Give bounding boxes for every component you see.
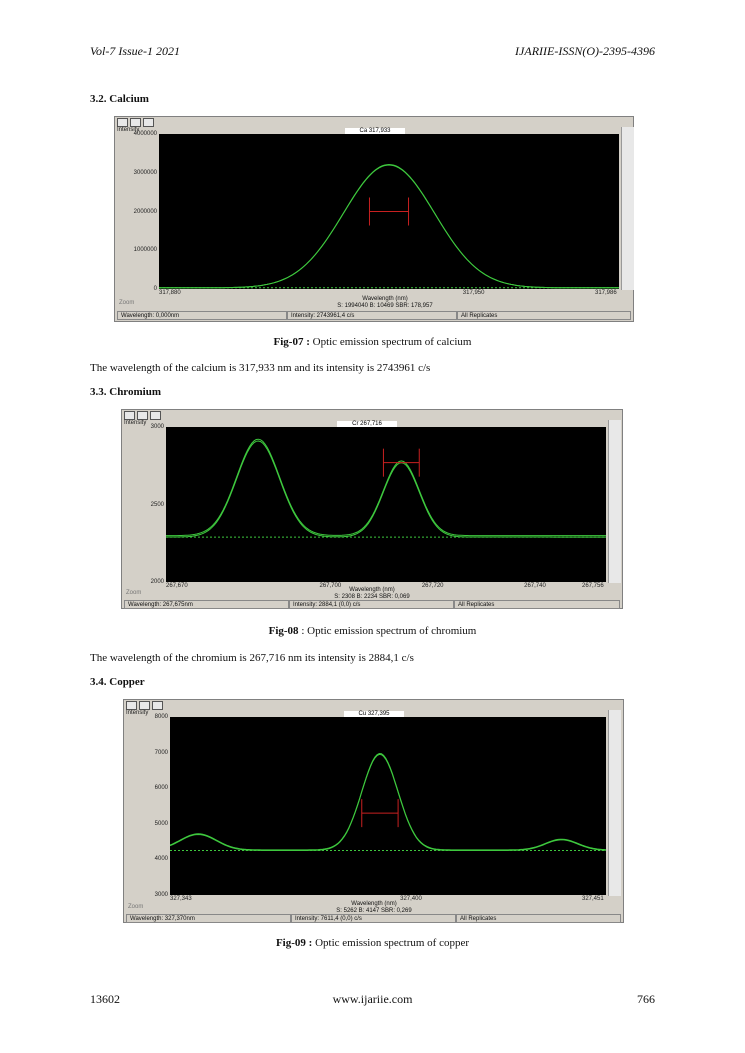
- figure-window-calcium: Intensity Ca 317,933 4000000 3000000 20000…: [114, 116, 634, 322]
- y-tick-label: 3000000: [133, 169, 157, 176]
- footer-website[interactable]: www.ijariie.com: [332, 992, 413, 1006]
- vertical-scrollbar[interactable]: [621, 127, 634, 290]
- x-tick-label: 267,720: [421, 583, 444, 589]
- y-tick-label: 6000: [154, 785, 168, 792]
- journal-volume: Vol-7 Issue-1 2021: [90, 44, 180, 58]
- x-tick-label: 267,670: [166, 583, 188, 589]
- x-tick-label: 317,986: [595, 290, 617, 296]
- x-tick-label: 317,880: [159, 290, 181, 296]
- y-tick-label: 8000: [154, 714, 168, 720]
- status-intensity: Intensity: 2884,1 (0,0) c/s: [289, 600, 454, 609]
- x-axis-label: Wavelength (nm): [362, 296, 408, 302]
- zoom-label[interactable]: Zoom: [126, 590, 142, 596]
- footer-page-number: 766: [637, 992, 655, 1006]
- spectrum-line-replicate-1: [170, 753, 606, 851]
- status-wavelength: Wavelength: 267,675nm: [124, 600, 289, 609]
- vertical-scrollbar[interactable]: [608, 710, 621, 896]
- toolbar-icon[interactable]: [143, 118, 154, 127]
- status-wavelength: Wavelength: 327,370nm: [126, 914, 291, 923]
- x-axis-label: Wavelength (nm): [351, 901, 397, 907]
- spectrum-line-replicate-1: [166, 440, 606, 538]
- plot-area-copper[interactable]: [170, 717, 606, 895]
- toolbar-icon[interactable]: [139, 701, 150, 710]
- chart-title: Cu 327,395: [344, 711, 404, 717]
- toolbar: [126, 701, 163, 710]
- spectrum-line-replicate-2: [159, 163, 619, 289]
- y-tick-label: 2500: [150, 501, 164, 508]
- status-wavelength: Wavelength: 0,000nm: [117, 311, 287, 320]
- toolbar-icon[interactable]: [117, 118, 128, 127]
- spectrum-svg-copper: [170, 752, 606, 851]
- status-bar: Wavelength: 267,675nm Intensity: 2884,1 …: [124, 600, 620, 609]
- x-tick-label: 267,756: [582, 583, 604, 589]
- toolbar: [117, 118, 154, 127]
- signal-info: S: 2308 B: 2234 SBR: 0,069: [334, 594, 410, 600]
- toolbar-icon[interactable]: [150, 411, 161, 420]
- figure-caption-08: Fig-08 : Optic emission spectrum of chro…: [268, 625, 477, 637]
- signal-info: S: 1994040 B: 10469 SBR: 178,957: [337, 303, 433, 309]
- y-tick-label: 0: [153, 286, 157, 292]
- paragraph-calcium: The wavelength of the calcium is 317,933…: [90, 362, 431, 374]
- status-replicates: All Replicates: [456, 914, 621, 923]
- y-tick-label: 3000: [150, 424, 164, 430]
- y-axis-label: Intensity: [126, 710, 149, 716]
- y-tick-label: 2000: [150, 579, 164, 585]
- zoom-label[interactable]: Zoom: [128, 904, 144, 910]
- y-tick-label: 4000000: [133, 131, 157, 137]
- figure-caption-07: Fig-07 : Optic emission spectrum of calc…: [273, 336, 472, 348]
- chart-title: Ca 317,933: [345, 128, 405, 134]
- journal-issn: IJARIIE-ISSN(O)-2395-4396: [515, 44, 655, 58]
- x-tick-label: 267,700: [319, 583, 342, 589]
- y-tick-label: 1000000: [133, 247, 157, 254]
- y-tick-label: 7000: [154, 749, 168, 756]
- spectrum-line-replicate-1: [159, 164, 619, 289]
- y-tick-label: 2000000: [133, 208, 157, 215]
- section-heading-chromium: 3.3. Chromium: [90, 386, 161, 398]
- toolbar-icon[interactable]: [124, 411, 135, 420]
- spectrum-line-replicate-2: [170, 752, 606, 851]
- toolbar-icon[interactable]: [130, 118, 141, 127]
- toolbar-icon[interactable]: [126, 701, 137, 710]
- vertical-scrollbar[interactable]: [608, 420, 621, 583]
- figure-caption-09: Fig-09 : Optic emission spectrum of copp…: [275, 937, 470, 949]
- y-axis-label: Intensity: [124, 420, 147, 426]
- status-bar: Wavelength: 0,000nm Intensity: 2743961,4…: [117, 311, 631, 320]
- plot-area-calcium[interactable]: [159, 134, 619, 289]
- y-tick-label: 4000: [154, 856, 168, 863]
- signal-info: S: 5262 B: 4147 SBR: 0,269: [336, 908, 412, 914]
- toolbar-icon[interactable]: [152, 701, 163, 710]
- spectrum-line-replicate-2: [166, 438, 606, 537]
- zoom-label[interactable]: Zoom: [119, 300, 135, 306]
- x-axis-label: Wavelength (nm): [349, 587, 395, 593]
- y-tick-label: 3000: [154, 892, 168, 898]
- x-tick-label: 327,451: [582, 896, 604, 902]
- section-heading-copper: 3.4. Copper: [90, 676, 145, 688]
- status-intensity: Intensity: 2743961,4 c/s: [287, 311, 457, 320]
- status-intensity: Intensity: 7611,4 (0,0) c/s: [291, 914, 456, 923]
- spectrum-svg-chromium: [166, 438, 606, 538]
- toolbar-icon[interactable]: [137, 411, 148, 420]
- x-tick-label: 267,740: [524, 583, 546, 589]
- figure-window-copper: Intensity Cu 327,395 8000 7000 6000 5000 400…: [123, 699, 624, 923]
- spectrum-svg-calcium: [159, 163, 619, 289]
- chart-title: Cr 267,716: [337, 421, 397, 427]
- status-bar: Wavelength: 327,370nm Intensity: 7611,4 …: [126, 914, 621, 923]
- y-axis-label: Intensity: [117, 127, 140, 133]
- x-tick-label: 327,343: [170, 896, 192, 902]
- toolbar: [124, 411, 161, 420]
- status-replicates: All Replicates: [454, 600, 620, 609]
- x-tick-label: 317,950: [462, 290, 485, 296]
- section-heading-calcium: 3.2. Calcium: [90, 93, 149, 105]
- status-replicates: All Replicates: [457, 311, 631, 320]
- y-tick-label: 5000: [154, 820, 168, 827]
- figure-window-chromium: Intensity Cr 267,716 3000 2500 2000 267,67…: [121, 409, 623, 609]
- plot-area-chromium[interactable]: [166, 427, 606, 582]
- x-tick-label: 327,400: [400, 896, 422, 902]
- paragraph-chromium: The wavelength of the chromium is 267,71…: [90, 652, 414, 664]
- footer-page-id: 13602: [90, 992, 120, 1006]
